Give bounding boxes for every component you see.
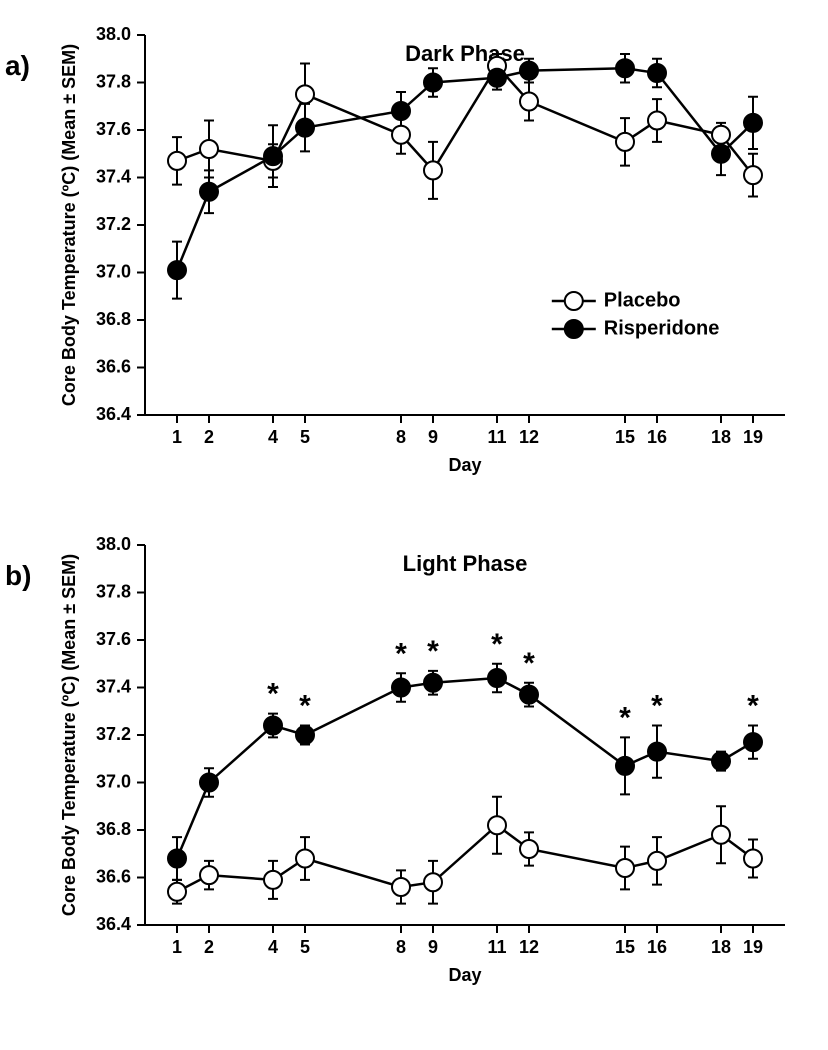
svg-text:11: 11	[487, 427, 506, 447]
svg-text:*: *	[491, 628, 503, 661]
svg-text:12: 12	[519, 427, 539, 447]
svg-text:9: 9	[428, 937, 438, 957]
svg-text:2: 2	[204, 427, 214, 447]
svg-text:*: *	[427, 635, 439, 668]
svg-text:*: *	[395, 637, 407, 670]
svg-text:16: 16	[647, 937, 667, 957]
svg-text:19: 19	[743, 937, 763, 957]
panel-label-a: a)	[5, 50, 30, 82]
svg-text:8: 8	[396, 937, 406, 957]
svg-text:37.0: 37.0	[96, 261, 131, 281]
svg-text:Core Body Temperature (ºC) (Me: Core Body Temperature (ºC) (Mean ± SEM)	[59, 554, 79, 916]
figure-container: a) b) 36.436.636.837.037.237.437.637.838…	[0, 0, 828, 1050]
svg-text:36.4: 36.4	[96, 404, 131, 424]
chart-svg: 36.436.636.837.037.237.437.637.838.01245…	[0, 0, 828, 1050]
svg-text:Placebo: Placebo	[604, 289, 681, 311]
svg-text:*: *	[523, 647, 535, 680]
svg-text:36.8: 36.8	[96, 819, 131, 839]
svg-text:Day: Day	[448, 455, 481, 475]
svg-text:2: 2	[204, 937, 214, 957]
svg-text:37.0: 37.0	[96, 771, 131, 791]
svg-text:15: 15	[615, 937, 635, 957]
svg-text:15: 15	[615, 427, 635, 447]
svg-text:*: *	[651, 690, 663, 723]
svg-text:36.8: 36.8	[96, 309, 131, 329]
svg-text:9: 9	[428, 427, 438, 447]
svg-text:37.4: 37.4	[96, 166, 131, 186]
svg-text:16: 16	[647, 427, 667, 447]
svg-text:38.0: 38.0	[96, 24, 131, 44]
panel-b: 36.436.636.837.037.237.437.637.838.01245…	[59, 534, 785, 985]
svg-text:18: 18	[711, 937, 731, 957]
svg-text:11: 11	[487, 937, 506, 957]
svg-text:36.4: 36.4	[96, 914, 131, 934]
svg-text:Dark Phase: Dark Phase	[405, 41, 525, 66]
svg-text:4: 4	[268, 937, 278, 957]
svg-text:36.6: 36.6	[96, 356, 131, 376]
svg-text:Core Body Temperature (ºC) (Me: Core Body Temperature (ºC) (Mean ± SEM)	[59, 44, 79, 406]
panel-label-b: b)	[5, 560, 31, 592]
svg-text:Light Phase: Light Phase	[403, 551, 528, 576]
svg-text:*: *	[747, 690, 759, 723]
svg-text:1: 1	[172, 427, 182, 447]
svg-text:19: 19	[743, 427, 763, 447]
svg-text:37.8: 37.8	[96, 581, 131, 601]
svg-text:36.6: 36.6	[96, 866, 131, 886]
svg-text:8: 8	[396, 427, 406, 447]
svg-text:37.8: 37.8	[96, 71, 131, 91]
svg-text:5: 5	[300, 427, 310, 447]
svg-text:18: 18	[711, 427, 731, 447]
svg-text:37.2: 37.2	[96, 724, 131, 744]
panel-a: 36.436.636.837.037.237.437.637.838.01245…	[59, 24, 785, 475]
svg-text:*: *	[267, 678, 279, 711]
svg-text:Risperidone: Risperidone	[604, 317, 720, 339]
svg-text:37.4: 37.4	[96, 676, 131, 696]
svg-text:37.6: 37.6	[96, 119, 131, 139]
svg-text:38.0: 38.0	[96, 534, 131, 554]
svg-text:1: 1	[172, 937, 182, 957]
svg-text:5: 5	[300, 937, 310, 957]
svg-text:37.2: 37.2	[96, 214, 131, 234]
svg-text:Day: Day	[448, 965, 481, 985]
svg-text:37.6: 37.6	[96, 629, 131, 649]
svg-text:*: *	[619, 701, 631, 734]
svg-text:4: 4	[268, 427, 278, 447]
svg-text:12: 12	[519, 937, 539, 957]
svg-text:*: *	[299, 690, 311, 723]
